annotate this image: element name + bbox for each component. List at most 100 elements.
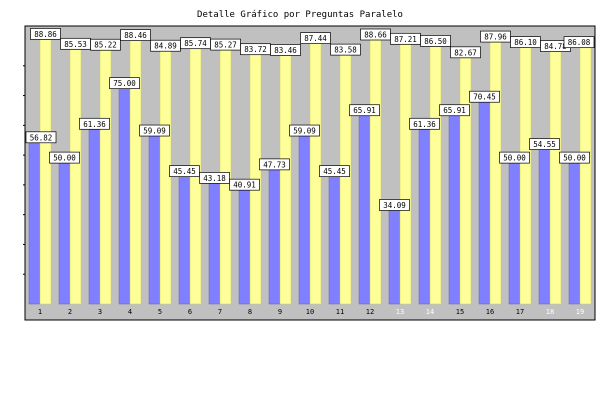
data-label-series-1: 65.91	[353, 106, 376, 115]
y-tick-label: 10	[10, 271, 18, 279]
x-tick-label: 2	[68, 308, 72, 316]
data-label-series-1: 50.00	[53, 154, 76, 163]
x-tick-label: 7	[218, 308, 222, 316]
x-tick-label: 19	[576, 308, 584, 316]
data-label-series-1-box	[139, 124, 170, 137]
y-tick-label: 80	[10, 63, 18, 71]
bar-series-1	[148, 127, 161, 305]
data-label-series-1: 40.91	[233, 181, 256, 190]
y-tick-label: 40	[10, 182, 18, 190]
x-tick-label: 12	[366, 308, 374, 316]
x-tick-label: 3	[98, 308, 102, 316]
data-label-series-1-box	[229, 178, 260, 191]
x-tick-label: 6	[188, 308, 192, 316]
data-label-series-1-box	[259, 158, 290, 171]
data-label-series-1: 45.45	[173, 167, 196, 176]
data-label-series-1-box	[409, 117, 440, 130]
x-tick-label: 11	[336, 308, 344, 316]
bar-series-1	[208, 175, 221, 305]
data-label-series-1-box	[169, 165, 200, 178]
data-label-series-2: 87.21	[394, 35, 417, 44]
data-label-series-2: 87.96	[484, 33, 507, 42]
data-label-series-2-box	[30, 28, 61, 40]
x-tick-label: 4	[128, 308, 132, 316]
data-label-series-2-box	[563, 36, 595, 49]
bar-series-1	[358, 107, 371, 305]
bar-series-1	[478, 93, 491, 305]
data-label-series-2-box	[420, 35, 451, 47]
data-label-series-2: 88.46	[124, 31, 147, 40]
data-label-series-1: 56.82	[30, 133, 53, 142]
data-label-series-1-box	[499, 151, 530, 164]
data-label-series-1-box	[529, 138, 560, 150]
data-label-series-1: 50.00	[503, 154, 526, 163]
bar-series-1	[178, 168, 191, 305]
data-label-series-2: 83.72	[244, 45, 267, 54]
data-label-series-1-box	[289, 124, 320, 137]
data-label-series-2-box	[300, 32, 331, 44]
data-label-series-2: 82.67	[454, 48, 477, 57]
y-tick-label: 30	[10, 212, 18, 220]
data-label-series-1: 43.18	[203, 174, 226, 183]
bar-series-1	[448, 107, 461, 305]
data-label-series-1-box	[349, 104, 380, 117]
bar-series-1	[418, 121, 431, 305]
data-label-series-2: 85.53	[64, 40, 87, 49]
bar-series-1	[508, 154, 521, 305]
x-tick-label: 14	[426, 308, 434, 316]
data-label-series-2: 88.86	[34, 30, 57, 39]
bar-series-2	[369, 39, 382, 305]
y-tick-label: 70	[10, 93, 18, 101]
data-label-series-2-box	[120, 29, 151, 41]
data-label-series-2: 83.46	[274, 46, 297, 55]
data-label-series-2: 85.27	[214, 41, 237, 50]
x-tick-label: 8	[248, 308, 252, 316]
bar-series-1	[28, 134, 41, 305]
data-label-series-2: 88.66	[364, 30, 387, 39]
y-tick-label: 50	[10, 152, 18, 160]
x-tick-label: 5	[158, 308, 162, 316]
data-label-series-2-box	[90, 38, 121, 51]
x-tick-label: 1	[38, 308, 42, 316]
x-tick-label: 17	[516, 308, 524, 316]
bar-series-1	[388, 202, 401, 305]
data-label-series-1: 50.00	[563, 154, 586, 163]
data-label-series-1-box	[559, 151, 590, 164]
bar-series-1	[328, 168, 341, 305]
data-label-series-1: 47.73	[263, 160, 286, 169]
x-tick-label: 9	[278, 308, 282, 316]
data-label-series-1-box	[79, 117, 110, 130]
data-label-series-1: 45.45	[323, 167, 346, 176]
data-label-series-1: 75.00	[113, 79, 136, 88]
data-label-series-1: 70.45	[473, 93, 496, 102]
x-tick-label: 13	[396, 308, 404, 316]
data-label-series-2-box	[330, 43, 361, 56]
x-tick-label: 16	[486, 308, 494, 316]
data-label-series-1-box	[469, 90, 500, 103]
data-label-series-2: 83.58	[334, 46, 357, 55]
data-label-series-1: 59.09	[143, 127, 166, 136]
bar-series-1	[118, 80, 131, 305]
bar-series-2	[579, 47, 592, 305]
data-label-series-2: 85.22	[94, 41, 117, 50]
chart-title: Detalle Gráfico por Preguntas Paralelo	[197, 10, 403, 20]
bar-series-2	[489, 41, 502, 305]
data-label-series-2: 86.50	[424, 37, 447, 46]
data-label-series-1: 65.91	[443, 106, 466, 115]
bar-series-2	[429, 46, 442, 305]
x-tick-label: 10	[306, 308, 314, 316]
data-label-series-2: 86.10	[514, 38, 537, 47]
data-label-series-2: 87.44	[304, 34, 327, 43]
bar-series-1	[298, 127, 311, 305]
data-label-series-1: 34.09	[383, 201, 406, 210]
data-label-series-1-box	[199, 172, 230, 184]
bar-series-1	[538, 141, 551, 305]
bar-series-2	[549, 51, 562, 305]
data-label-series-2: 85.74	[184, 39, 207, 48]
data-label-series-1: 59.09	[293, 127, 316, 136]
bar-series-1	[58, 154, 71, 305]
bar-series-2	[399, 44, 412, 305]
data-label-series-1: 54.55	[533, 140, 556, 149]
y-tick-label: 60	[10, 122, 18, 130]
